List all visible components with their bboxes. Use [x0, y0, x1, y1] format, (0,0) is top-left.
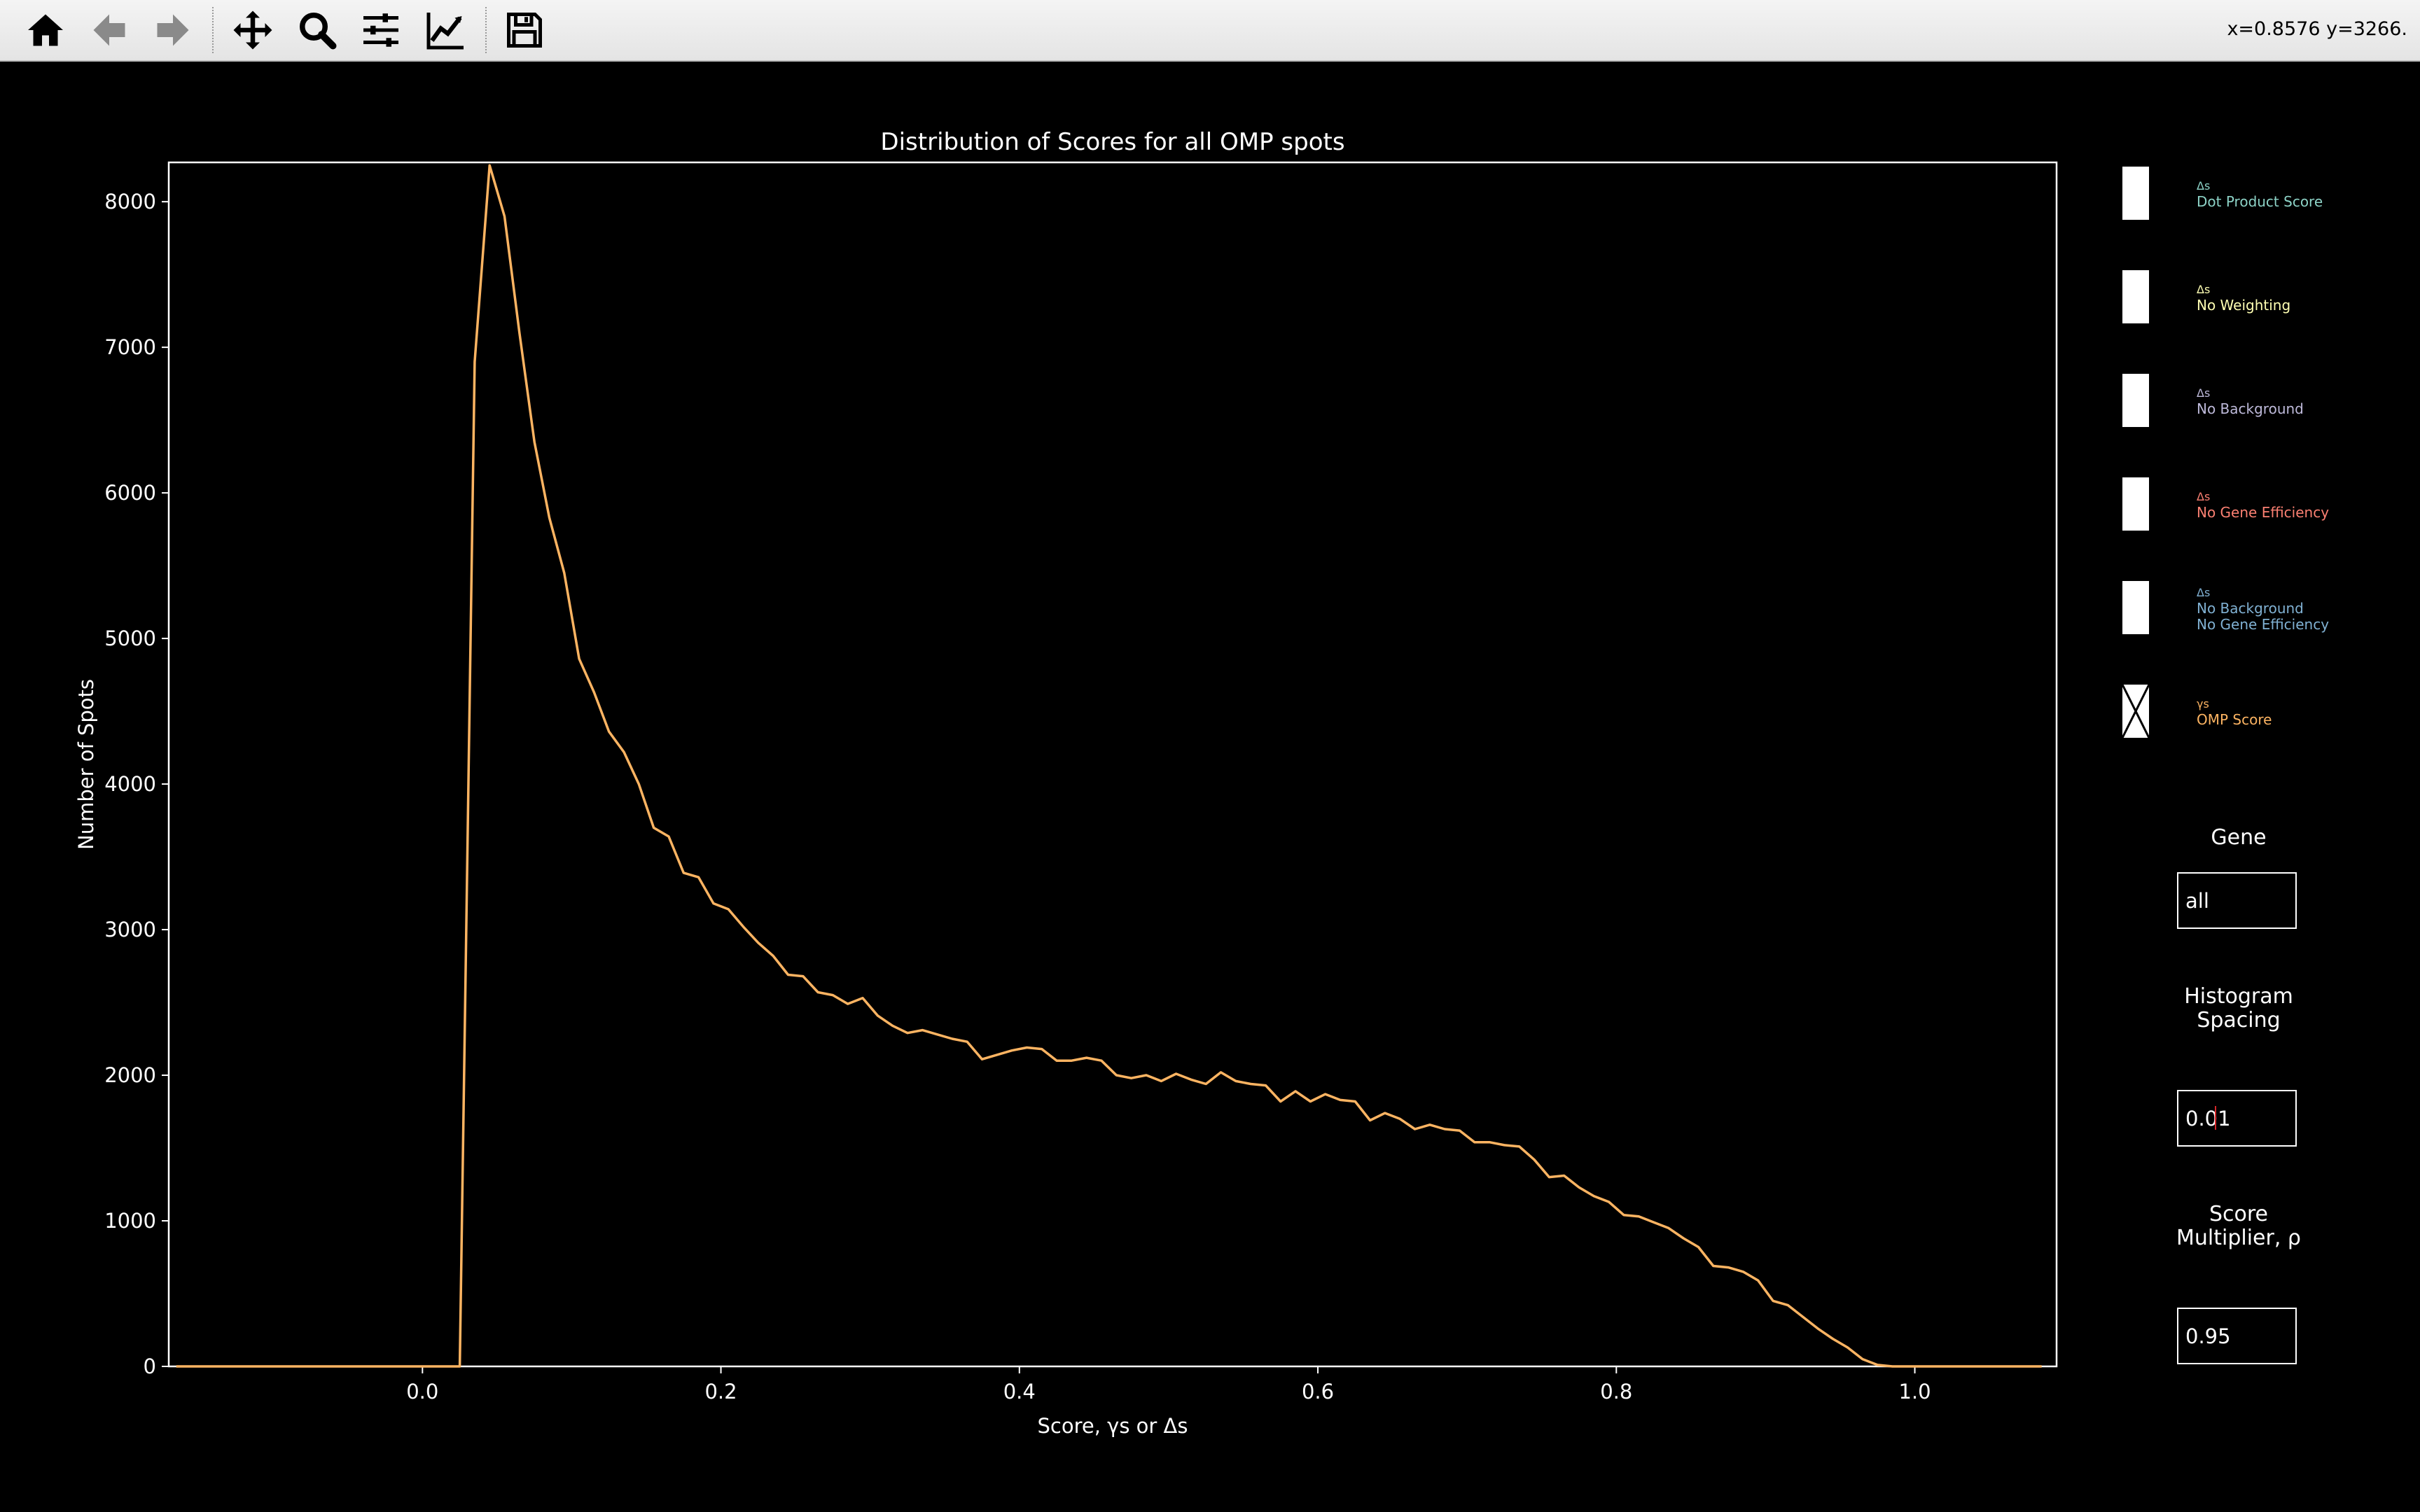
checkbox-text: No Background [2197, 400, 2304, 417]
zoom-icon[interactable] [290, 4, 345, 56]
chart-title: Distribution of Scores for all OMP spots [880, 128, 1344, 156]
score-multiplier-title-line: Score [2209, 1202, 2269, 1226]
checkbox-no-weighting[interactable] [2122, 270, 2149, 323]
gene-title: Gene [2211, 825, 2267, 850]
y-tick-label: 7000 [104, 335, 156, 359]
checkbox-symbol: γs [2197, 697, 2209, 710]
back-icon[interactable] [82, 4, 137, 56]
plot-axes: 0.0 0.2 0.4 0.6 0.8 1.0 0 1000 2000 3000 4000 5000 6… [74, 128, 2058, 1438]
checkbox-label-dot-product-score: Δs Dot Product Score [2197, 178, 2323, 210]
checkbox-text: Dot Product Score [2197, 193, 2323, 210]
forward-icon[interactable] [146, 4, 200, 56]
x-tick-label: 0.2 [704, 1380, 737, 1404]
score-multiplier-input[interactable] [2177, 1308, 2297, 1364]
x-tick-label: 0.6 [1302, 1380, 1334, 1404]
histogram-spacing-title-line: Spacing [2197, 1008, 2281, 1032]
checkbox-text: No Background [2197, 600, 2304, 617]
cursor-coordinates: x=0.8576 y=3266. [2227, 18, 2407, 40]
edit-axis-icon[interactable] [419, 4, 473, 56]
subplots-icon[interactable] [354, 4, 408, 56]
checkbox-text: No Gene Efficiency [2197, 616, 2330, 633]
toolbar-separator [212, 7, 214, 53]
checkbox-text: No Gene Efficiency [2197, 504, 2330, 521]
checkbox-symbol: Δs [2197, 283, 2211, 296]
home-icon[interactable] [18, 4, 73, 56]
checkbox-symbol: Δs [2197, 490, 2211, 503]
x-axis-label: Score, γs or Δs [1038, 1414, 1188, 1438]
checkbox-label-no-background-no-gene-efficiency: Δs No Background No Gene Efficiency [2197, 584, 2329, 633]
toolbar-separator [485, 7, 487, 53]
checkbox-cross-mark [2122, 685, 2149, 738]
y-axis-label: Number of Spots [74, 679, 98, 850]
y-tick-label: 5000 [104, 626, 156, 650]
y-tick-label: 6000 [104, 481, 156, 505]
y-tick-label: 8000 [104, 190, 156, 214]
y-tick-label: 3000 [104, 918, 156, 941]
checkbox-label-no-background: Δs No Background [2197, 385, 2304, 417]
checkbox-label-no-gene-efficiency: Δs No Gene Efficiency [2197, 489, 2329, 521]
histogram-figure[interactable]: 0.0 0.2 0.4 0.6 0.8 1.0 0 1000 2000 3000 4000 5000 6… [0, 62, 2420, 1512]
checkbox-label-no-weighting: Δs No Weighting [2197, 281, 2290, 314]
checkbox-symbol: Δs [2197, 586, 2211, 599]
text-cursor [2215, 1106, 2216, 1130]
histogram-spacing-input[interactable] [2177, 1090, 2297, 1147]
omp-score-line [176, 164, 2042, 1368]
axes-frame [167, 161, 2058, 1368]
checkbox-dot-product-score[interactable] [2122, 167, 2149, 220]
y-tick-label: 0 [144, 1354, 156, 1378]
checkbox-symbol: Δs [2197, 386, 2211, 400]
pan-icon[interactable] [225, 4, 280, 56]
x-tick-label: 0.4 [1003, 1380, 1036, 1404]
checkbox-no-gene-efficiency[interactable] [2122, 477, 2149, 531]
checkbox-omp-score[interactable] [2122, 685, 2149, 738]
checkbox-no-background-no-gene-efficiency[interactable] [2122, 581, 2149, 634]
save-icon[interactable] [497, 4, 552, 56]
x-tick-label: 1.0 [1898, 1380, 1931, 1404]
checkbox-no-background[interactable] [2122, 374, 2149, 427]
y-tick-label: 2000 [104, 1063, 156, 1087]
score-multiplier-title-line: Multiplier, ρ [2176, 1226, 2301, 1250]
histogram-spacing-title: Histogram Spacing [2108, 985, 2370, 1032]
navigation-toolbar: x=0.8576 y=3266. [0, 0, 2420, 62]
checkbox-text: OMP Score [2197, 711, 2272, 728]
checkbox-label-omp-score: γs OMP Score [2197, 696, 2272, 728]
y-tick-label: 4000 [104, 772, 156, 796]
checkbox-symbol: Δs [2197, 179, 2211, 192]
score-multiplier-title: Score Multiplier, ρ [2108, 1203, 2370, 1250]
gene-input[interactable] [2177, 872, 2297, 929]
x-tick-label: 0.0 [406, 1380, 438, 1404]
histogram-spacing-title-line: Histogram [2184, 984, 2293, 1009]
x-tick-label: 0.8 [1600, 1380, 1632, 1404]
checkbox-text: No Weighting [2197, 297, 2291, 314]
y-tick-label: 1000 [104, 1209, 156, 1233]
